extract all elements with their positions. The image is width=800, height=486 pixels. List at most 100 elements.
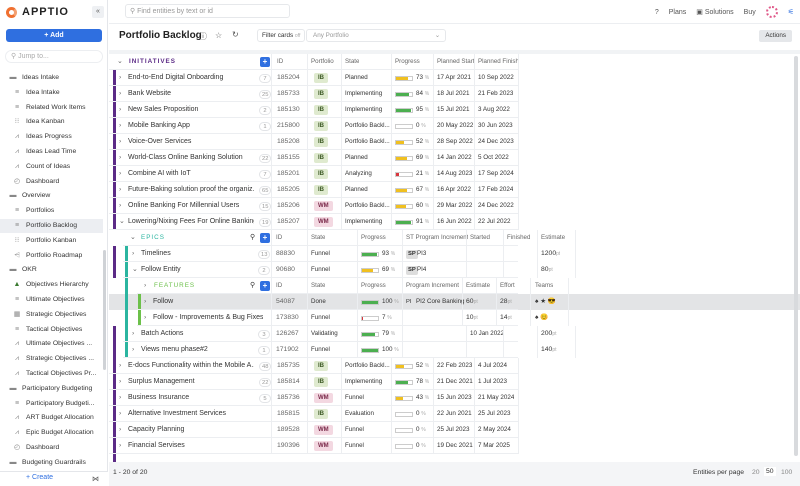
initiatives-header[interactable]: ⌄ INITIATIVES + ID Portfolio State Progress Pla… [109, 54, 800, 70]
expand-chevron-icon[interactable]: › [119, 74, 122, 81]
initiative-row[interactable]: › Bank Website 25 185733 IB Implementing 84 % 1… [109, 86, 800, 102]
expand-chevron-icon[interactable]: › [119, 138, 122, 145]
sidebar-item-portfolio-backlog[interactable]: ≡ Portfolio Backlog [0, 219, 103, 233]
sidebar-item-participatory-budgeti-[interactable]: ≡ Participatory Budgeti... [0, 397, 103, 411]
sidebar-item-idea-kanban[interactable]: ⁝⁝ Idea Kanban [0, 115, 103, 129]
sidebar-item-dashboard[interactable]: ◴ Dashboard [0, 175, 103, 189]
sidebar-item-dashboard[interactable]: ◴ Dashboard [0, 441, 103, 455]
initiative-row[interactable]: › End-to-End Digital Onboarding 7 185204 IB P… [109, 70, 800, 86]
expand-chevron-icon[interactable]: › [119, 426, 122, 433]
features-header[interactable]: › FEATURES ⚲ + ID State Progress Program Increm… [109, 278, 800, 294]
epic-row[interactable]: › Timelines 13 88830 Funnel 93 % SP PI3 1200pt [109, 246, 800, 262]
feature-row[interactable]: › Follow 54087 Done 100 % PI PI2 Core Banking 6… [109, 294, 800, 310]
expand-chevron-icon[interactable]: › [119, 90, 122, 97]
expand-chevron-icon[interactable]: › [119, 106, 122, 113]
global-search-input[interactable]: ⚲ Find entities by text or id [125, 4, 290, 18]
sidebar-item-portfolios[interactable]: ≡ Portfolios [0, 204, 103, 218]
sidebar-item-tactical-objectives[interactable]: ≡ Tactical Objectives [0, 323, 103, 337]
per-page-50[interactable]: 50 [764, 467, 776, 476]
grid-scrollbar[interactable] [794, 56, 798, 456]
jump-to-input[interactable]: ⚲ Jump to... [5, 50, 103, 63]
initiative-row[interactable]: › Mobile Banking App 1 215800 IB Portfolio Ba… [109, 118, 800, 134]
initiative-row[interactable]: › Online Banking For Millennial Users 15 18… [109, 198, 800, 214]
expand-chevron-icon[interactable]: › [119, 186, 122, 193]
sidebar-item-portfolio-roadmap[interactable]: ⩤ Portfolio Roadmap [0, 249, 103, 263]
initiative-row[interactable]: › Alternative Investment Services 185815 IB… [109, 406, 800, 422]
expand-icon[interactable]: ⋈ [92, 476, 99, 483]
initiative-row[interactable]: › Business Insurance 5 185736 WM Funnel 43 % 15… [109, 390, 800, 406]
expand-chevron-icon[interactable]: › [119, 154, 122, 161]
sidebar-item-ideas-progress[interactable]: ⩘ Ideas Progress [0, 130, 103, 144]
expand-chevron-icon[interactable]: › [119, 122, 122, 129]
collapse-sidebar-icon[interactable]: « [92, 6, 104, 18]
expand-chevron-icon[interactable]: › [132, 346, 135, 353]
sidebar-item-tactical-objectives-pr-[interactable]: ⩘ Tactical Objectives Pr... [0, 367, 103, 381]
feature-row[interactable]: › Follow - Improvements & Bug Fixes 173830… [109, 310, 800, 326]
initiative-row[interactable]: › Future-Baking solution proof the organi… [109, 182, 800, 198]
expand-chevron-icon[interactable]: › [119, 394, 122, 401]
sidebar-item-budgeting-guardrails[interactable]: ▬ Budgeting Guardrails [0, 456, 103, 470]
help-icon[interactable]: ? [654, 8, 659, 16]
per-page-100[interactable]: 100 [781, 469, 793, 476]
sidebar-item-idea-intake[interactable]: ≡ Idea Intake [0, 86, 103, 100]
plans-link[interactable]: Plans [668, 8, 687, 16]
sidebar-item-portfolio-kanban[interactable]: ⁝⁝ Portfolio Kanban [0, 234, 103, 248]
sidebar-item-count-of-ideas[interactable]: ⩘ Count of Ideas [0, 160, 103, 174]
sidebar-item-art-budget-allocation[interactable]: ⩘ ART Budget Allocation [0, 411, 103, 425]
sidebar-item-overview[interactable]: ▬ Overview [0, 189, 103, 203]
expand-chevron-icon[interactable]: › [119, 410, 122, 417]
add-initiative-button[interactable]: + [260, 57, 270, 67]
sidebar-item-related-work-items[interactable]: ≡ Related Work Items [0, 101, 103, 115]
sidebar-item-ultimate-objectives-[interactable]: ⩘ Ultimate Objectives ... [0, 337, 103, 351]
add-feature-button[interactable]: + [260, 281, 270, 291]
sidebar-item-ideas-lead-time[interactable]: ⩘ Ideas Lead Time [0, 145, 103, 159]
expand-chevron-icon[interactable]: › [119, 170, 122, 177]
create-button[interactable]: + Create [26, 474, 54, 481]
settings-sliders-icon[interactable]: ⚟ [787, 9, 794, 16]
buy-link[interactable]: Buy [743, 8, 756, 16]
initiative-row[interactable]: › New Sales Proposition 2 185130 IB Implement… [109, 102, 800, 118]
epics-header[interactable]: ⌄ EPICS ⚲ + ID State Progress ST Program Increm… [109, 230, 800, 246]
per-page-20[interactable]: 20 [752, 469, 760, 476]
expand-chevron-icon[interactable]: › [132, 250, 135, 257]
info-icon[interactable]: ⓘ [199, 32, 207, 41]
initiative-row[interactable]: › Financial Servises 190396 WM Funnel 0 % 19 D… [109, 438, 800, 454]
initiative-row[interactable]: › Capacity Planning 189528 WM Funnel 0 % 25 Ju… [109, 422, 800, 438]
sidebar-item-ultimate-objectives[interactable]: ≡ Ultimate Objectives [0, 293, 103, 307]
refresh-icon[interactable]: ↻ [232, 30, 239, 39]
sidebar-item-strategic-objectives[interactable]: ▦ Strategic Objectives [0, 308, 103, 322]
actions-button[interactable]: Actions [759, 30, 792, 42]
sidebar-scrollbar[interactable] [103, 250, 106, 370]
expand-chevron-icon[interactable]: › [144, 314, 147, 321]
user-avatar[interactable] [765, 6, 778, 18]
add-epic-button[interactable]: + [260, 233, 270, 243]
initiative-row-partial[interactable] [109, 454, 800, 462]
epic-row[interactable]: › Views menu phase#2 1 171902 Funnel 100 % 140… [109, 342, 800, 358]
collapse-chevron-icon[interactable]: ⌄ [130, 234, 136, 241]
expand-chevron-icon[interactable]: ⌄ [119, 218, 125, 225]
initiative-row[interactable]: ⌄ Lowering/Nixing Fees For Online Banking… [109, 214, 800, 230]
expand-chevron-icon[interactable]: › [144, 282, 147, 289]
epic-row[interactable]: ⌄ Follow Entity 2 90680 Funnel 69 % SP PI4 80pt [109, 262, 800, 278]
expand-chevron-icon[interactable]: › [119, 378, 122, 385]
expand-chevron-icon[interactable]: ⌄ [132, 266, 138, 273]
expand-chevron-icon[interactable]: › [119, 202, 122, 209]
initiative-row[interactable]: › World-Class Online Banking Solution 22 18… [109, 150, 800, 166]
filter-cards-toggle[interactable]: Filter cards off [257, 29, 306, 42]
sidebar-item-ideas-intake[interactable]: ▬ Ideas Intake [0, 71, 103, 85]
sidebar-item-epic-budget-allocation[interactable]: ⩘ Epic Budget Allocation [0, 426, 103, 440]
add-button[interactable]: + Add [6, 29, 102, 42]
initiative-row[interactable]: › E-docs Functionality within the Mobile … [109, 358, 800, 374]
expand-chevron-icon[interactable]: › [132, 330, 135, 337]
sidebar-item-objectives-hierarchy[interactable]: ▲ Objectives Hierarchy [0, 278, 103, 292]
sidebar-item-okr[interactable]: ▬ OKR [0, 263, 103, 277]
initiative-row[interactable]: › Combine AI with IoT 7 185201 IB Analyzing 21… [109, 166, 800, 182]
expand-chevron-icon[interactable]: › [119, 362, 122, 369]
expand-chevron-icon[interactable]: › [119, 442, 122, 449]
apptio-logo[interactable]: APPTIO [6, 6, 69, 18]
expand-chevron-icon[interactable]: › [144, 298, 147, 305]
sidebar-item-strategic-objectives-[interactable]: ⩘ Strategic Objectives ... [0, 352, 103, 366]
search-features-icon[interactable]: ⚲ [250, 282, 255, 289]
sidebar-item-participatory-budgeting[interactable]: ▬ Participatory Budgeting [0, 382, 103, 396]
star-icon[interactable]: ☆ [215, 31, 223, 40]
